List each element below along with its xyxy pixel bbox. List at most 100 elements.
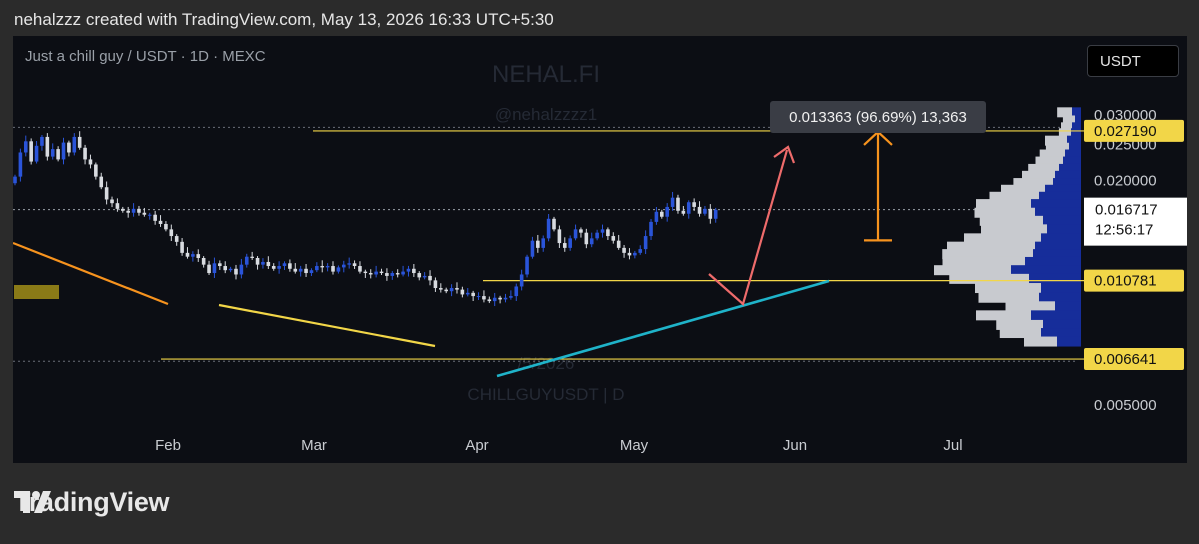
volume-bar xyxy=(1041,233,1081,244)
candles-layer xyxy=(13,131,718,307)
volume-bar xyxy=(975,283,1041,294)
volume-bar xyxy=(1043,215,1081,226)
candle-body xyxy=(180,241,184,253)
candle-body xyxy=(536,240,540,248)
candle-body xyxy=(358,266,362,272)
x-axis-month-label: Jun xyxy=(783,437,807,454)
candle-body xyxy=(417,273,422,278)
candle-body xyxy=(541,238,546,248)
volume-bar xyxy=(1028,163,1059,174)
chart-panel[interactable]: NEHAL.FI @nehalzzzz1 /5/2026 CHILLGUYUSD… xyxy=(13,36,1187,463)
volume-bar xyxy=(1025,256,1081,267)
candle-body xyxy=(147,214,152,216)
candle-body xyxy=(304,268,308,274)
price-level-box xyxy=(1084,348,1184,371)
candle-body xyxy=(600,229,605,233)
measure-label: 0.013363 (96.69%) 13,363 xyxy=(789,109,967,126)
candle-body xyxy=(104,187,109,200)
candle-body xyxy=(514,286,519,297)
candle-body xyxy=(686,202,691,214)
candle-body xyxy=(115,203,120,209)
price-level-box xyxy=(1084,269,1184,292)
candle-body xyxy=(584,232,589,245)
chart-canvas[interactable]: NEHAL.FI @nehalzzzz1 /5/2026 CHILLGUYUSD… xyxy=(13,36,1187,463)
candle-body xyxy=(137,208,141,213)
candle-body xyxy=(660,211,664,217)
last-price-box xyxy=(1084,197,1187,246)
candle-body xyxy=(158,220,163,224)
volume-bar xyxy=(949,273,1029,284)
volume-bar xyxy=(1041,283,1081,294)
candle-body xyxy=(562,243,567,248)
candle-body xyxy=(83,147,87,160)
candle-body xyxy=(18,152,23,177)
candle-body xyxy=(201,257,206,265)
volume-bar xyxy=(989,191,1039,202)
candle-body xyxy=(492,297,497,302)
volume-bar xyxy=(1063,156,1081,167)
candle-body xyxy=(352,263,357,267)
candle-body xyxy=(412,268,416,274)
candle-body xyxy=(595,232,599,239)
candle-body xyxy=(395,273,400,275)
volume-bar xyxy=(1057,107,1072,118)
volume-bar xyxy=(1045,184,1081,195)
volume-bar xyxy=(942,249,1033,260)
volume-bar xyxy=(1072,122,1081,133)
candle-body xyxy=(45,136,50,157)
candle-body xyxy=(34,145,39,162)
candle-body xyxy=(390,273,395,276)
volume-bar xyxy=(1059,163,1081,174)
volume-bar xyxy=(942,256,1025,267)
candle-body xyxy=(121,208,125,211)
candle-body xyxy=(50,149,55,157)
candle-body xyxy=(428,275,432,281)
candle-body xyxy=(568,238,572,248)
candle-body xyxy=(288,263,292,269)
x-axis-month-label: Jul xyxy=(943,437,962,454)
downtrend-line-yellow xyxy=(218,303,436,348)
candle-body xyxy=(455,288,459,290)
volume-bar xyxy=(978,292,1039,303)
watermark-handle: @nehalzzzz1 xyxy=(495,105,597,124)
candle-body xyxy=(169,229,174,237)
candle-body xyxy=(471,292,475,297)
candle-body xyxy=(223,266,228,271)
volume-bar xyxy=(1045,142,1069,153)
candle-body xyxy=(131,208,136,213)
volume-bar xyxy=(976,199,1031,210)
candle-body xyxy=(503,297,508,300)
candle-body xyxy=(271,266,276,269)
downtrend-line-orange xyxy=(13,241,169,306)
candle-body xyxy=(293,268,298,272)
volume-bar xyxy=(1039,191,1081,202)
candle-body xyxy=(465,292,470,295)
candle-body xyxy=(298,268,303,272)
volume-bar xyxy=(1039,149,1065,160)
candle-body xyxy=(611,236,616,241)
candle-body xyxy=(444,289,448,292)
candle-body xyxy=(708,208,713,219)
volume-bar xyxy=(1055,301,1081,312)
volume-bar xyxy=(976,310,1031,321)
x-axis-month-label: Mar xyxy=(301,437,327,454)
currency-selector-button[interactable]: USDT xyxy=(1087,45,1179,77)
candle-body xyxy=(606,229,610,237)
candle-body xyxy=(670,197,675,207)
candle-body xyxy=(13,176,17,184)
candle-body xyxy=(476,296,481,298)
volume-bar xyxy=(1047,224,1081,235)
volume-bar xyxy=(1062,115,1075,126)
candle-body xyxy=(164,223,168,230)
candle-body xyxy=(94,164,98,177)
candle-body xyxy=(406,268,411,272)
volume-bar xyxy=(1043,319,1081,330)
y-axis-tick-label: 0.030000 xyxy=(1094,107,1157,124)
candle-body xyxy=(341,264,346,268)
volume-bar xyxy=(1024,336,1057,347)
volume-bar xyxy=(1022,170,1055,181)
header-attribution: nehalzzz created with TradingView.com, M… xyxy=(14,10,554,29)
x-axis-month-label: Feb xyxy=(155,437,181,454)
candle-body xyxy=(509,296,513,298)
volume-profile xyxy=(934,107,1081,347)
